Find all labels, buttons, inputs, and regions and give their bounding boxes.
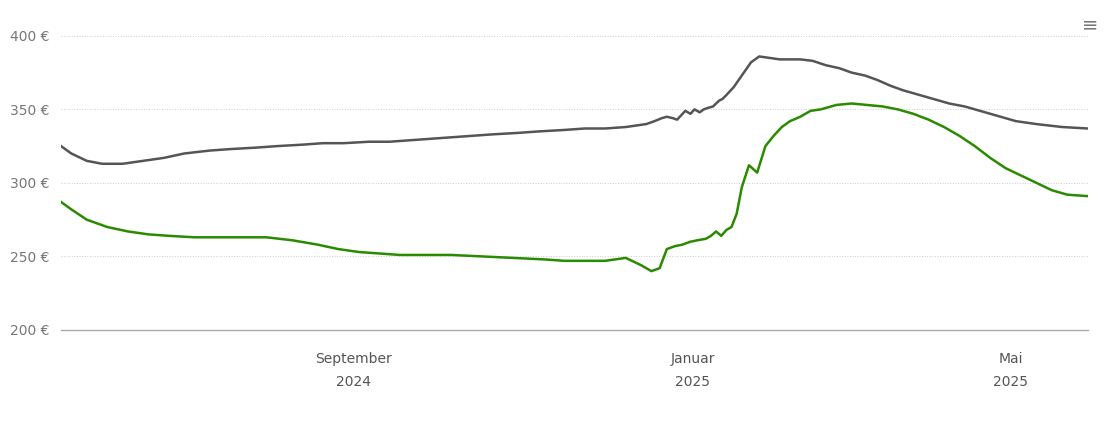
Text: 2024: 2024: [336, 375, 371, 389]
Text: Januar: Januar: [670, 352, 715, 365]
Text: 2025: 2025: [675, 375, 710, 389]
Text: Mai: Mai: [999, 352, 1023, 365]
Text: 2025: 2025: [993, 375, 1028, 389]
Text: September: September: [315, 352, 392, 365]
Text: ≡: ≡: [1081, 15, 1098, 34]
